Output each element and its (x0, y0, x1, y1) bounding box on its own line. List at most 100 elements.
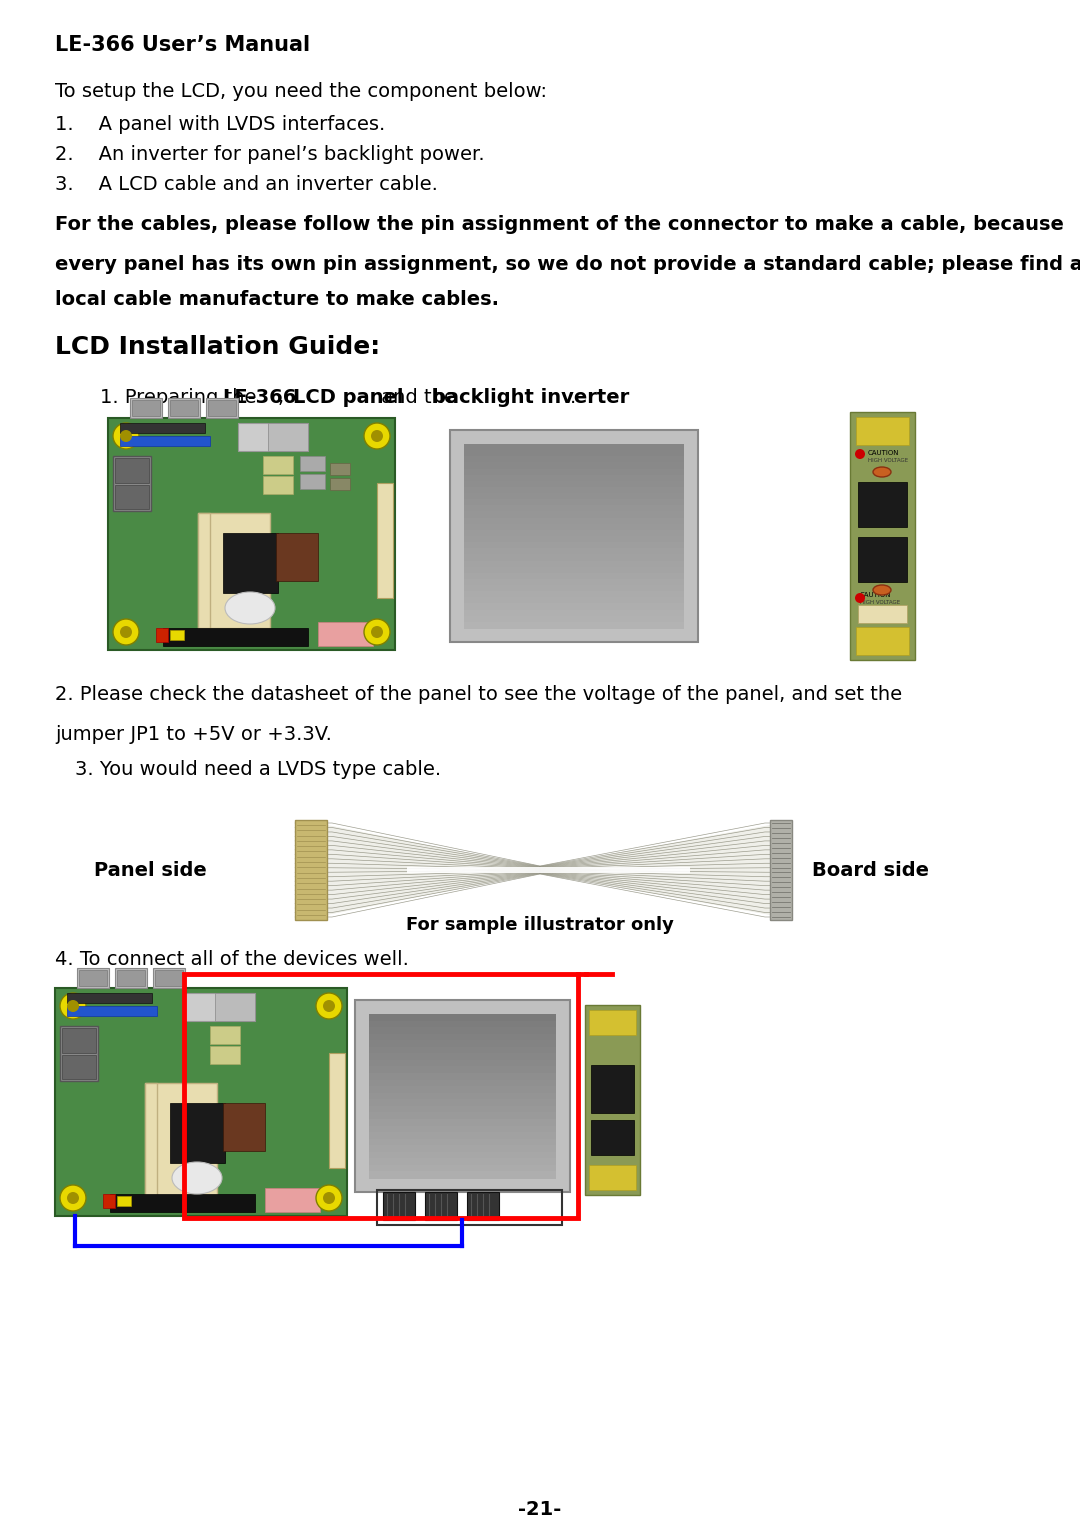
Bar (464, 474, 684, 482)
Bar (114, 485, 149, 509)
Bar (156, 969, 183, 986)
Circle shape (323, 1193, 335, 1203)
Bar (153, 968, 185, 988)
Bar (184, 974, 578, 1219)
Bar (145, 1083, 217, 1199)
Bar (464, 505, 684, 512)
Polygon shape (327, 826, 770, 914)
Bar (198, 514, 270, 628)
Bar (329, 1053, 345, 1168)
Bar (369, 1067, 556, 1073)
Ellipse shape (873, 586, 891, 595)
Bar (464, 524, 684, 531)
Bar (168, 398, 200, 417)
Bar (464, 456, 684, 463)
Bar (856, 627, 909, 654)
Bar (369, 1047, 556, 1055)
Text: 3.    A LCD cable and an inverter cable.: 3. A LCD cable and an inverter cable. (55, 174, 437, 194)
Circle shape (323, 1000, 335, 1012)
Text: every panel has its own pin assignment, so we do not provide a standard cable; p: every panel has its own pin assignment, … (55, 255, 1080, 274)
Circle shape (855, 450, 865, 459)
Text: .: . (570, 388, 577, 407)
Bar (464, 622, 684, 628)
Bar (369, 1034, 556, 1041)
Bar (55, 988, 347, 1216)
Bar (369, 1053, 556, 1061)
Bar (591, 1066, 634, 1113)
Text: jumper JP1 to +5V or +3.3V.: jumper JP1 to +5V or +3.3V. (55, 725, 332, 745)
Circle shape (372, 625, 383, 638)
Bar (377, 1190, 562, 1225)
Bar (464, 586, 684, 592)
Bar (383, 1193, 415, 1220)
Circle shape (364, 619, 390, 645)
Bar (208, 401, 237, 416)
Bar (264, 456, 293, 474)
Bar (170, 1102, 225, 1164)
Text: CAUTION: CAUTION (868, 450, 900, 456)
Bar (464, 592, 684, 598)
Bar (79, 969, 107, 986)
Bar (62, 1055, 96, 1079)
Bar (464, 604, 684, 610)
Bar (464, 549, 684, 555)
Bar (206, 398, 238, 417)
Bar (222, 1102, 265, 1151)
Text: For sample illustrator only: For sample illustrator only (406, 916, 674, 934)
Bar (464, 555, 684, 561)
Bar (300, 456, 325, 471)
Bar (464, 498, 684, 506)
Text: For the cables, please follow the pin assignment of the connector to make a cabl: For the cables, please follow the pin as… (55, 216, 1064, 234)
Bar (464, 616, 684, 622)
Bar (369, 1079, 556, 1087)
Bar (464, 610, 684, 616)
Bar (77, 968, 109, 988)
Bar (464, 531, 684, 537)
Bar (464, 579, 684, 586)
Bar (369, 1073, 556, 1081)
Ellipse shape (873, 466, 891, 477)
Bar (591, 1121, 634, 1154)
Bar (355, 1000, 570, 1193)
Circle shape (855, 593, 865, 602)
Bar (113, 456, 151, 511)
Bar (103, 1194, 114, 1208)
Bar (856, 417, 909, 445)
Circle shape (316, 1185, 342, 1211)
Text: 2. Please check the datasheet of the panel to see the voltage of the panel, and : 2. Please check the datasheet of the pan… (55, 685, 902, 703)
Bar (117, 1196, 131, 1206)
Bar (369, 1027, 556, 1035)
Bar (265, 1188, 320, 1212)
Bar (215, 992, 255, 1021)
Bar (369, 1165, 556, 1173)
Bar (132, 401, 160, 416)
Text: CAUTION: CAUTION (860, 592, 891, 598)
Circle shape (60, 992, 86, 1018)
Text: LE-366 User’s Manual: LE-366 User’s Manual (55, 35, 310, 55)
Bar (464, 480, 684, 488)
Bar (120, 436, 210, 446)
Bar (222, 534, 278, 593)
Bar (60, 1026, 98, 1081)
Bar (369, 1119, 556, 1127)
Circle shape (60, 1185, 86, 1211)
Bar (120, 424, 205, 433)
Polygon shape (407, 867, 690, 873)
Bar (330, 463, 350, 476)
Bar (295, 820, 327, 920)
Bar (464, 450, 684, 457)
Bar (369, 1014, 556, 1021)
Bar (377, 483, 393, 598)
Ellipse shape (225, 592, 275, 624)
Bar (210, 1026, 240, 1044)
Bar (369, 1020, 556, 1027)
Bar (464, 468, 684, 476)
Bar (464, 462, 684, 469)
Bar (110, 1194, 255, 1212)
Bar (238, 424, 308, 451)
Text: HIGH VOLTAGE: HIGH VOLTAGE (860, 599, 900, 605)
Circle shape (113, 424, 139, 450)
Bar (369, 1171, 556, 1179)
Bar (464, 537, 684, 543)
Bar (330, 479, 350, 489)
